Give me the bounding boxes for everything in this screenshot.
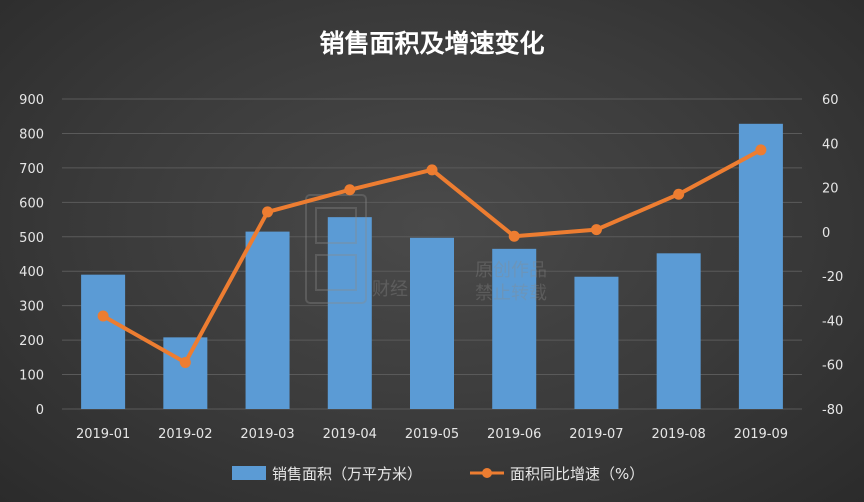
y-right-tick-label: 0	[822, 226, 830, 241]
chart-title: 销售面积及增速变化	[319, 29, 544, 58]
y-left-tick-label: 400	[19, 265, 44, 280]
legend-line-marker	[482, 468, 492, 478]
y-left-tick-label: 900	[19, 93, 44, 108]
y-left-tick-label: 200	[19, 334, 44, 349]
watermark-line-2: 禁止转载	[475, 283, 547, 304]
bar	[738, 123, 783, 410]
x-tick-label: 2019-08	[652, 427, 706, 442]
bar	[574, 276, 619, 409]
legend-bar-swatch	[232, 466, 266, 480]
line-point	[508, 230, 520, 242]
line-series	[97, 144, 767, 368]
line-point	[426, 164, 438, 176]
y-right-tick-label: -40	[822, 314, 843, 329]
y-left-tick-label: 300	[19, 300, 44, 315]
line-point	[673, 188, 685, 200]
bar	[410, 237, 454, 409]
y-right-tick-label: -20	[822, 270, 843, 285]
x-tick-label: 2019-03	[240, 427, 294, 442]
x-tick-label: 2019-09	[734, 427, 788, 442]
axis-labels: 0100200300400500600700800900-80-60-40-20…	[19, 93, 843, 442]
bar	[327, 217, 372, 409]
y-left-tick-label: 700	[19, 162, 44, 177]
x-tick-label: 2019-05	[405, 427, 459, 442]
y-left-tick-label: 500	[19, 231, 44, 246]
x-tick-label: 2019-01	[76, 427, 130, 442]
bar	[163, 337, 208, 409]
y-right-tick-label: 40	[822, 137, 839, 152]
bar	[656, 253, 701, 409]
bar-series	[81, 123, 783, 410]
line-point	[179, 357, 191, 368]
x-tick-label: 2019-04	[323, 427, 377, 442]
y-right-tick-label: -80	[822, 403, 843, 418]
line-point	[590, 224, 602, 236]
line-point	[755, 144, 767, 156]
legend: 销售面积（万平方米） 面积同比增速（%）	[232, 465, 644, 483]
legend-bar-label: 销售面积（万平方米）	[272, 465, 422, 483]
x-tick-label: 2019-06	[487, 427, 541, 442]
y-right-tick-label: -60	[822, 359, 843, 374]
y-left-tick-label: 100	[19, 369, 44, 384]
line-point	[344, 184, 356, 196]
y-left-tick-label: 0	[36, 403, 44, 418]
y-left-tick-label: 600	[19, 196, 44, 211]
line-point	[97, 310, 109, 322]
line-point	[262, 206, 274, 218]
legend-line-label: 面积同比增速（%）	[510, 465, 644, 483]
watermark-brand: 财经	[372, 279, 408, 300]
y-right-tick-label: 60	[822, 93, 839, 108]
y-right-tick-label: 20	[822, 182, 839, 197]
x-tick-label: 2019-02	[158, 427, 212, 442]
x-tick-label: 2019-07	[569, 427, 623, 442]
bar	[245, 231, 290, 409]
y-left-tick-label: 800	[19, 127, 44, 142]
bar	[81, 274, 126, 409]
bar	[492, 248, 537, 409]
watermark-line-1: 原创作品	[475, 260, 547, 281]
